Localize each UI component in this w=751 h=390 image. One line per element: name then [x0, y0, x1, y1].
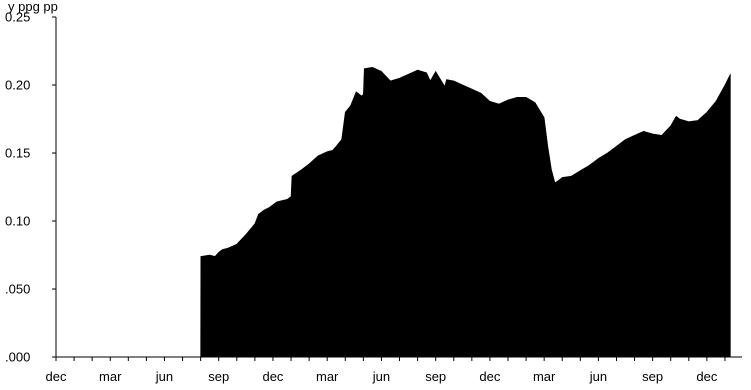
y-tick-label: 0.10 [5, 214, 30, 229]
x-tick-label: dec [46, 369, 67, 384]
x-tick-label: jun [372, 369, 390, 384]
chart-header-text: y ppg pp [8, 0, 58, 14]
x-tick-label: sep [425, 369, 446, 384]
series-area [55, 67, 731, 358]
x-tick-label: jun [155, 369, 173, 384]
x-tick-label: jun [589, 369, 607, 384]
x-tick-label: dec [262, 369, 283, 384]
x-tick-label: mar [99, 369, 122, 384]
y-tick-label: .050 [5, 282, 30, 297]
x-axis: dec mar jun sep dec mar jun sep dec mar jun sep dec [46, 356, 742, 384]
x-tick-label: sep [642, 369, 663, 384]
y-tick-label: .000 [5, 350, 30, 365]
x-tick-label: dec [696, 369, 717, 384]
y-tick-label: 0.25 [5, 10, 30, 25]
x-tick-label: dec [479, 369, 500, 384]
y-axis: .000 .050 0.10 0.15 0.20 0.25 [5, 10, 57, 365]
x-tick-label: sep [208, 369, 229, 384]
x-tick-label: mar [533, 369, 556, 384]
y-tick-label: 0.15 [5, 146, 30, 161]
plot-area [55, 67, 731, 358]
y-tick-label: 0.20 [5, 78, 30, 93]
x-tick-label: mar [316, 369, 339, 384]
